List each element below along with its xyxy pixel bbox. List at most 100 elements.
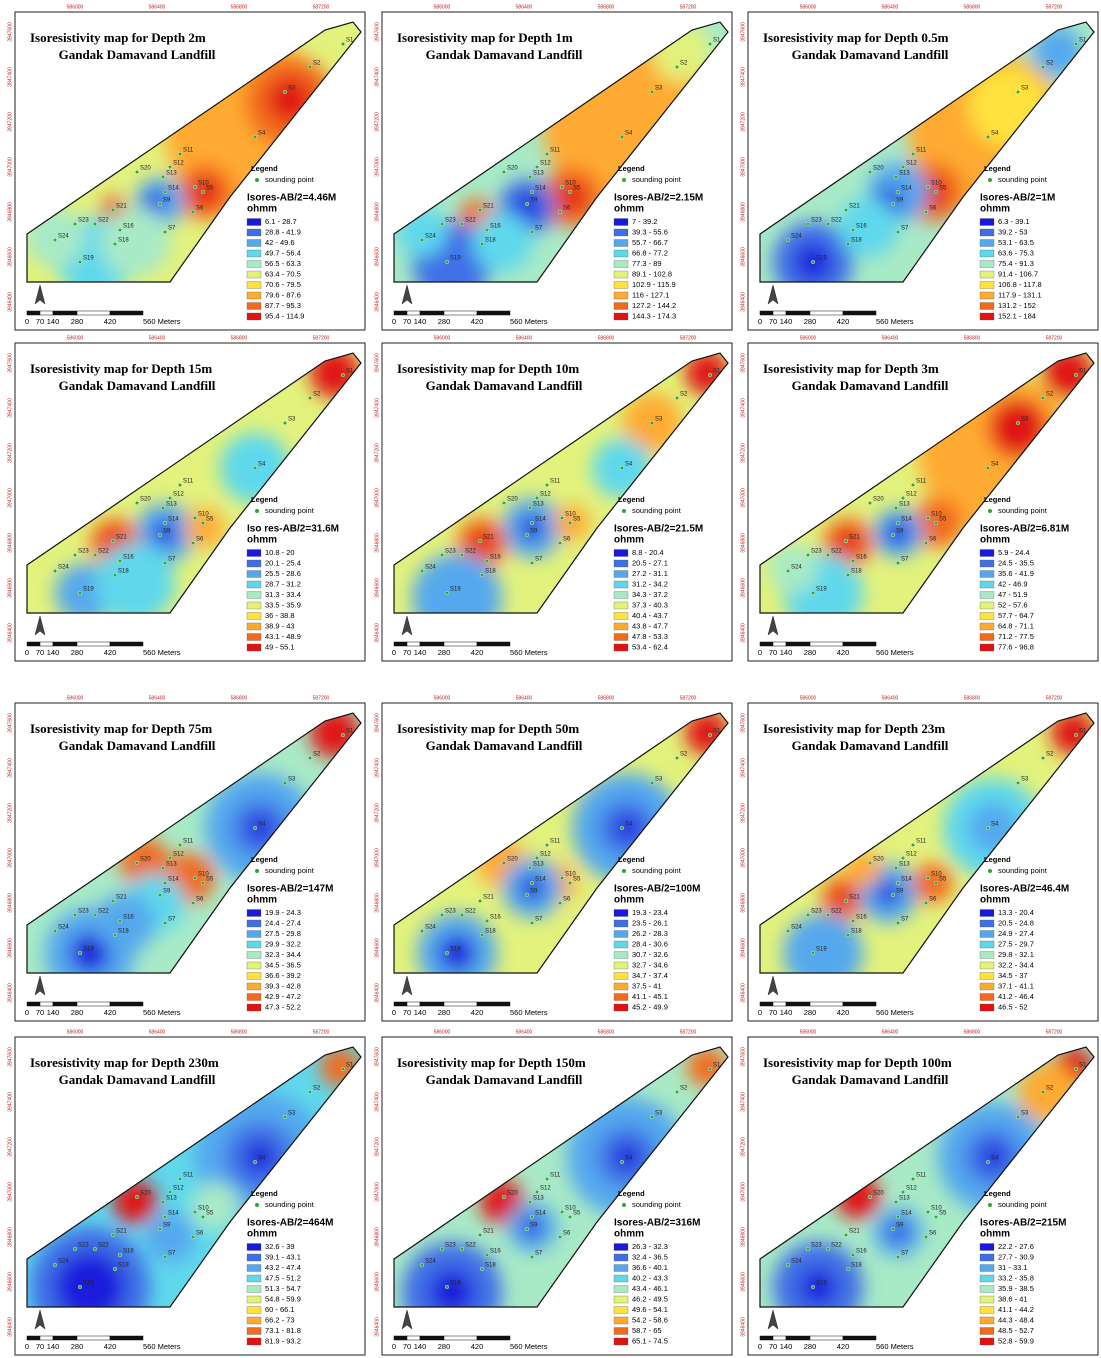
station-label: S23 <box>811 549 822 555</box>
station-label: S3 <box>1021 777 1029 783</box>
legend-heading: Legend <box>251 164 278 173</box>
station-label: S21 <box>116 1229 127 1235</box>
station-label: S4 <box>258 1156 266 1162</box>
legend-swatch <box>613 993 629 1001</box>
legend-class: 40.2 - 43.3 <box>632 1273 668 1282</box>
legend-class: 39.1 - 43.1 <box>265 1252 301 1261</box>
resistivity-zone <box>614 1144 640 1170</box>
scale-segment <box>759 1335 774 1341</box>
legend-swatch <box>979 982 995 991</box>
station-label: S1 <box>713 38 721 44</box>
legend-swatch <box>979 260 995 268</box>
legend-class: 31 - 33.1 <box>998 1263 1028 1272</box>
sounding-point <box>985 825 990 830</box>
station-label: S23 <box>811 1243 822 1249</box>
legend-class: 32.3 - 34.4 <box>265 950 301 959</box>
station-label: S4 <box>625 822 633 828</box>
legend-class: 26.3 - 32.3 <box>632 1242 668 1251</box>
station-label: S22 <box>831 549 842 555</box>
sounding-point <box>341 733 346 738</box>
legend-class: 36 - 38.8 <box>265 611 295 620</box>
sounding-point <box>112 241 117 246</box>
sounding-point <box>78 950 83 955</box>
legend-swatch <box>613 239 629 247</box>
sounding-point <box>134 500 139 505</box>
legend-class: 29.8 - 32.1 <box>998 950 1034 959</box>
legend-title: Isores-AB/2=464M <box>247 1218 333 1229</box>
station-label: S9 <box>163 529 171 535</box>
scale-label: 420 <box>104 648 117 657</box>
sounding-point <box>895 920 900 925</box>
sounding-point <box>167 855 172 860</box>
legend-point-label: sounding point <box>632 1200 682 1209</box>
legend-unit: ohmm <box>980 204 1010 215</box>
station-label: S7 <box>535 226 543 232</box>
map-title: Isoresistivity map for Depth 50m <box>397 721 579 736</box>
sounding-point <box>933 189 938 194</box>
legend-swatch <box>613 940 629 949</box>
legend-swatch <box>979 270 995 279</box>
x-coordinate: 586400 <box>882 1029 899 1035</box>
sounding-point <box>825 552 830 557</box>
scale-segment <box>76 310 111 316</box>
north-arrow <box>767 284 779 305</box>
sounding-point <box>893 174 898 179</box>
station-label: S16 <box>490 1249 501 1255</box>
legend-swatch <box>613 228 629 237</box>
sounding-point <box>477 207 482 212</box>
y-coordinate: 3947000 <box>7 1182 13 1202</box>
station-label: S14 <box>901 186 912 192</box>
legend-swatch <box>246 1327 262 1335</box>
station-label: S1 <box>346 1063 354 1069</box>
legend-swatch <box>246 291 262 300</box>
sounding-point <box>162 1214 167 1219</box>
legend-point-symbol <box>622 1203 626 1207</box>
y-coordinate: 3947000 <box>740 488 746 508</box>
station-label: S14 <box>535 877 546 883</box>
north-arrow <box>401 284 413 305</box>
legend-unit: ohmm <box>614 535 644 546</box>
legend-class: 28.4 - 30.6 <box>632 939 668 948</box>
legend-class: 46.5 - 52 <box>998 1002 1028 1011</box>
scale-label: 420 <box>837 1342 850 1351</box>
station-label: S16 <box>856 555 867 561</box>
legend-class: 32.2 - 34.4 <box>998 960 1034 969</box>
sounding-point <box>162 189 167 194</box>
y-coordinate: 3946800 <box>740 1227 746 1247</box>
scale-label: 140 <box>47 648 60 657</box>
landfill-boundary <box>759 712 1095 974</box>
station-label: S5 <box>206 1211 214 1217</box>
scale-label: 280 <box>438 317 451 326</box>
sounding-point <box>895 189 900 194</box>
sounding-point <box>200 520 205 525</box>
scale-label: 560 Meters <box>510 1342 548 1351</box>
sounding-point <box>544 482 549 487</box>
legend-class: 43.2 - 47.4 <box>265 1263 301 1272</box>
station-label: S6 <box>563 897 571 903</box>
scale-segment <box>809 310 844 316</box>
station-label: S23 <box>78 549 89 555</box>
sounding-point <box>73 221 78 226</box>
station-label: S11 <box>550 479 561 485</box>
legend-swatch <box>979 549 995 557</box>
station-label: S10 <box>931 1206 942 1212</box>
station-label: S9 <box>163 889 171 895</box>
resistivity-zone <box>768 543 818 593</box>
sounding-point <box>92 221 97 226</box>
y-coordinate: 3946400 <box>7 292 13 312</box>
legend-swatch <box>613 982 629 991</box>
sounding-point <box>867 169 872 174</box>
legend-swatch <box>979 1243 995 1251</box>
sounding-point <box>160 865 165 870</box>
station-label: S6 <box>929 537 937 543</box>
resistivity-zone <box>783 913 863 973</box>
legend-swatch <box>613 570 629 578</box>
station-label: S5 <box>939 517 947 523</box>
landfill-boundary <box>26 352 362 614</box>
legend-swatch <box>246 1243 262 1251</box>
scale-segment <box>109 1001 144 1007</box>
y-coordinate: 3946400 <box>7 983 13 1003</box>
legend-swatch <box>613 291 629 300</box>
y-coordinate: 3947400 <box>740 1092 746 1112</box>
sounding-point <box>890 892 895 897</box>
